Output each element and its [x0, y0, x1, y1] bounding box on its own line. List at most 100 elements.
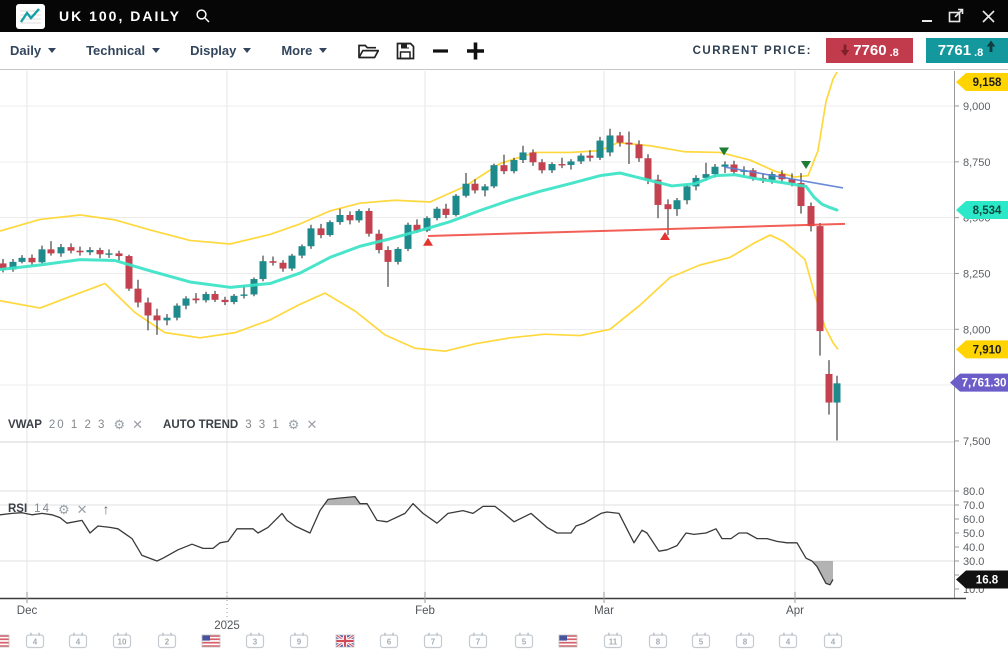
candle	[625, 131, 633, 165]
candle-body-down	[76, 250, 84, 253]
candle	[28, 254, 36, 265]
price-axis-badge	[956, 340, 1008, 359]
candle	[433, 206, 441, 221]
candle-body-down	[558, 164, 566, 166]
candle-body-down	[616, 135, 624, 143]
more-menu-label: More	[281, 43, 313, 58]
candle-body-up	[490, 165, 498, 187]
calendar-icon[interactable]: 10	[112, 632, 132, 649]
minimize-icon[interactable]	[921, 9, 933, 23]
calendar-day-label: 8	[743, 638, 748, 647]
candle-body-up	[423, 218, 431, 231]
candle	[221, 296, 229, 306]
candle-body-up	[596, 140, 604, 158]
candle-body-up	[673, 200, 681, 210]
gear-icon[interactable]: ⚙	[57, 501, 70, 517]
calendar-icon[interactable]: 4	[823, 632, 843, 649]
remove-indicator-icon[interactable]: ✕	[132, 417, 144, 432]
uk-flag-icon[interactable]	[335, 634, 355, 648]
sell-signal-marker	[719, 147, 729, 156]
candle	[481, 184, 489, 197]
candle	[567, 159, 575, 170]
bollinger-lower-band	[0, 234, 839, 353]
price-axis-tick-label: 9,000	[963, 101, 991, 113]
gear-icon[interactable]: ⚙	[287, 417, 300, 432]
calendar-ring	[661, 632, 663, 636]
calendar-icon[interactable]: 4	[778, 632, 798, 649]
calendar-icon[interactable]: 5	[514, 632, 534, 649]
candle-body-up	[86, 250, 94, 253]
calendar-icon[interactable]: 11	[603, 632, 623, 649]
candle	[336, 208, 344, 225]
calendar-icon[interactable]: 4	[68, 632, 88, 649]
candle	[490, 163, 498, 189]
calendar-icon[interactable]: 7	[423, 632, 443, 649]
chevron-down-icon	[243, 48, 252, 53]
calendar-icon[interactable]: 4	[25, 632, 45, 649]
calendar-ring	[162, 632, 164, 636]
main-price-pane[interactable]	[0, 70, 846, 441]
calendar-icon[interactable]: 8	[648, 632, 668, 649]
calendar-ring	[436, 632, 438, 636]
candle-body-up	[9, 261, 17, 270]
calendar-icon[interactable]: 8	[735, 632, 755, 649]
technical-menu[interactable]: Technical	[86, 43, 161, 58]
calendar-icon[interactable]: 9	[289, 632, 309, 649]
up-arrow-icon[interactable]: ↑	[102, 501, 110, 517]
candle-body-up	[57, 247, 65, 254]
remove-indicator-icon[interactable]: ✕	[76, 501, 88, 517]
bollinger-upper-band	[0, 72, 839, 245]
month-label: Mar	[594, 605, 614, 617]
candle-body-down	[134, 288, 142, 303]
calendar-icon[interactable]: 7	[468, 632, 488, 649]
rsi-pane[interactable]	[0, 495, 834, 586]
close-icon[interactable]	[981, 9, 996, 24]
calendar-ring	[73, 632, 75, 636]
calendar-ring	[250, 632, 252, 636]
search-icon[interactable]	[195, 8, 211, 24]
us-flag-icon[interactable]	[0, 634, 10, 648]
us-flag-icon[interactable]	[201, 634, 221, 648]
arrow-down-icon	[840, 44, 850, 56]
remove-indicator-icon[interactable]: ✕	[306, 417, 318, 432]
more-menu[interactable]: More	[281, 43, 328, 58]
bid-price-button[interactable]: 7760.8	[826, 38, 913, 63]
candle	[115, 250, 123, 261]
zoom-in-icon[interactable]	[466, 41, 485, 61]
candle-body-up	[577, 155, 585, 162]
candle	[182, 296, 190, 310]
zoom-out-icon[interactable]	[432, 42, 449, 60]
candle-body-down	[115, 253, 123, 257]
open-folder-icon[interactable]	[357, 42, 380, 60]
rsi-indicator-label: RSI	[8, 503, 28, 515]
calendar-ring	[828, 632, 830, 636]
candle-body-down	[96, 250, 104, 255]
calendar-icon[interactable]: 3	[245, 632, 265, 649]
calendar-day-label: 4	[33, 638, 38, 647]
candle	[548, 162, 556, 173]
price-axis-badge	[956, 201, 1008, 220]
rsi-value-badge	[956, 570, 1008, 589]
candle	[96, 247, 104, 259]
calendar-ring	[170, 632, 172, 636]
calendar-icon[interactable]: 2	[157, 632, 177, 649]
candle-body-down	[269, 261, 277, 263]
calendar-icon[interactable]: 6	[379, 632, 399, 649]
calendar-ring	[428, 632, 430, 636]
candle	[442, 203, 450, 219]
calendar-icon[interactable]: 5	[691, 632, 711, 649]
candle-body-up	[404, 224, 412, 249]
ask-price-button[interactable]: 7761.8	[926, 38, 1008, 63]
timeframe-menu[interactable]: Daily	[10, 43, 57, 58]
gear-icon[interactable]: ⚙	[113, 417, 126, 432]
candle-body-down	[28, 257, 36, 263]
display-menu[interactable]: Display	[190, 43, 252, 58]
candle	[635, 140, 643, 162]
axes: 9,0008,7508,5008,2508,0007,7507,50080.07…	[0, 71, 1008, 632]
candle-body-down	[749, 170, 757, 178]
us-flag-icon[interactable]	[558, 634, 578, 648]
popout-icon[interactable]	[948, 8, 966, 24]
save-icon[interactable]	[396, 42, 415, 60]
calendar-ring	[38, 632, 40, 636]
